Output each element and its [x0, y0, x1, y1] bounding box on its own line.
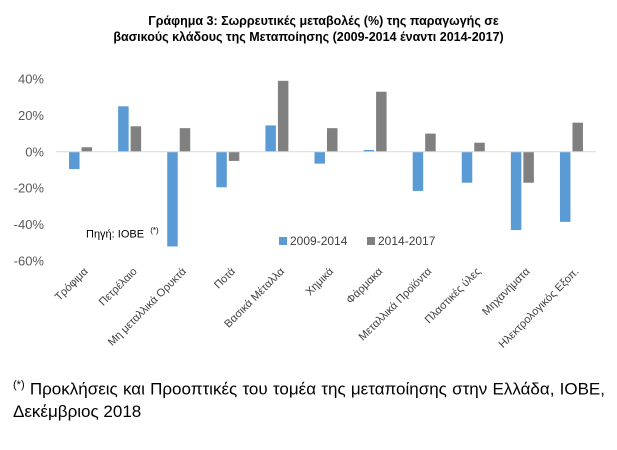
y-tick-label: -60% [14, 254, 45, 269]
bar-series-2 [572, 122, 583, 152]
bar-series-1 [216, 151, 227, 188]
bar-series-2 [425, 133, 436, 152]
bar-series-2 [277, 80, 289, 152]
footnote-marker: (*) [13, 379, 25, 391]
bar-series-1 [167, 151, 178, 247]
y-tick-label: -20% [14, 181, 45, 196]
y-tick-label: 20% [18, 108, 44, 123]
x-tick-label: Ποτά [212, 265, 238, 291]
legend-swatch [367, 237, 375, 245]
footnote: (*) Προκλήσεις και Προοπτικές του τομέα … [13, 374, 605, 423]
bar-series-1 [510, 151, 522, 231]
bar-series-1 [314, 151, 325, 164]
x-tick-label: Πετρέλαιο [97, 266, 140, 309]
legend: 2009-2014 2014-2017 [279, 234, 436, 248]
chart-title-line-1: Γράφημα 3: Σωρρευτικές μεταβολές (%) της… [148, 14, 499, 28]
bar-series-2 [376, 91, 387, 152]
bar-series-1 [363, 149, 375, 152]
footnote-text: Προκλήσεις και Προοπτικές του τομέα της … [13, 379, 605, 421]
bar-series-2 [327, 128, 338, 152]
chart-title-line-2: βασικούς κλάδους της Μεταποίησης (2009-2… [113, 30, 504, 44]
x-tick-label: Μηχανήματα [480, 265, 533, 318]
legend-label: 2014-2017 [378, 234, 436, 248]
legend-label: 2009-2014 [290, 234, 348, 248]
bar-series-2 [228, 151, 240, 161]
y-tick-label: -40% [14, 217, 45, 232]
bar-series-1 [559, 151, 571, 222]
bar-series-2 [130, 126, 142, 152]
bar-series-1 [461, 151, 473, 183]
bar-series-1 [412, 151, 424, 191]
bar-series-1 [265, 125, 276, 152]
bar-series-2 [474, 142, 485, 152]
bars [69, 80, 583, 247]
bar-series-2 [523, 151, 534, 183]
source-marker: (*) [150, 226, 159, 235]
chart-title: Γράφημα 3: Σωρρευτικές μεταβολές (%) της… [0, 13, 617, 45]
y-axis-ticks: 40% 20% 0% -20% -40% -60% [14, 72, 45, 269]
y-tick-label: 40% [18, 72, 44, 87]
x-tick-label: Ηλεκτρολογικός Εξοπ. [497, 266, 582, 351]
bar-series-2 [179, 128, 191, 152]
bar-chart: 40% 20% 0% -20% -40% -60% Τρόφιμα ΠετρέλαιοΜη … [14, 72, 596, 351]
x-tick-label: Φάρμακα [344, 265, 385, 306]
legend-swatch [279, 237, 287, 245]
bar-series-1 [69, 151, 80, 170]
bar-series-2 [81, 147, 93, 152]
source-label: Πηγή: ΙΟΒΕ [86, 228, 145, 241]
bar-series-1 [118, 106, 129, 152]
y-tick-label: 0% [25, 144, 44, 159]
source-note: Πηγή: ΙΟΒΕ (*) [86, 226, 159, 241]
x-tick-label: Χημικά [304, 265, 337, 298]
x-tick-label: Τρόφιμα [53, 265, 91, 303]
